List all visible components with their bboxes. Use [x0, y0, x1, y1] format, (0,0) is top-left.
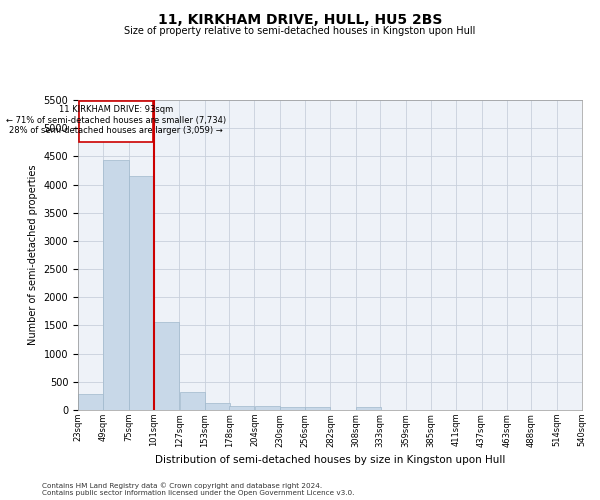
Bar: [254, 406, 280, 410]
Text: Contains HM Land Registry data © Crown copyright and database right 2024.: Contains HM Land Registry data © Crown c…: [42, 482, 322, 489]
Text: 28% of semi-detached houses are larger (3,059) →: 28% of semi-detached houses are larger (…: [9, 126, 223, 136]
Bar: [205, 403, 230, 410]
Text: 11, KIRKHAM DRIVE, HULL, HU5 2BS: 11, KIRKHAM DRIVE, HULL, HU5 2BS: [158, 12, 442, 26]
Text: Size of property relative to semi-detached houses in Kingston upon Hull: Size of property relative to semi-detach…: [124, 26, 476, 36]
Bar: [129, 176, 154, 410]
Text: 11 KIRKHAM DRIVE: 93sqm: 11 KIRKHAM DRIVE: 93sqm: [59, 105, 173, 114]
Text: Contains public sector information licensed under the Open Government Licence v3: Contains public sector information licen…: [42, 490, 355, 496]
Y-axis label: Number of semi-detached properties: Number of semi-detached properties: [28, 165, 38, 345]
X-axis label: Distribution of semi-detached houses by size in Kingston upon Hull: Distribution of semi-detached houses by …: [155, 455, 505, 465]
Bar: [154, 322, 179, 410]
Text: ← 71% of semi-detached houses are smaller (7,734): ← 71% of semi-detached houses are smalle…: [6, 116, 226, 125]
Bar: [305, 407, 331, 410]
Bar: [78, 394, 103, 410]
Bar: [103, 160, 128, 410]
Bar: [280, 406, 305, 410]
Bar: [229, 406, 254, 410]
Bar: [356, 407, 381, 410]
Bar: [179, 392, 205, 410]
FancyBboxPatch shape: [79, 100, 153, 142]
